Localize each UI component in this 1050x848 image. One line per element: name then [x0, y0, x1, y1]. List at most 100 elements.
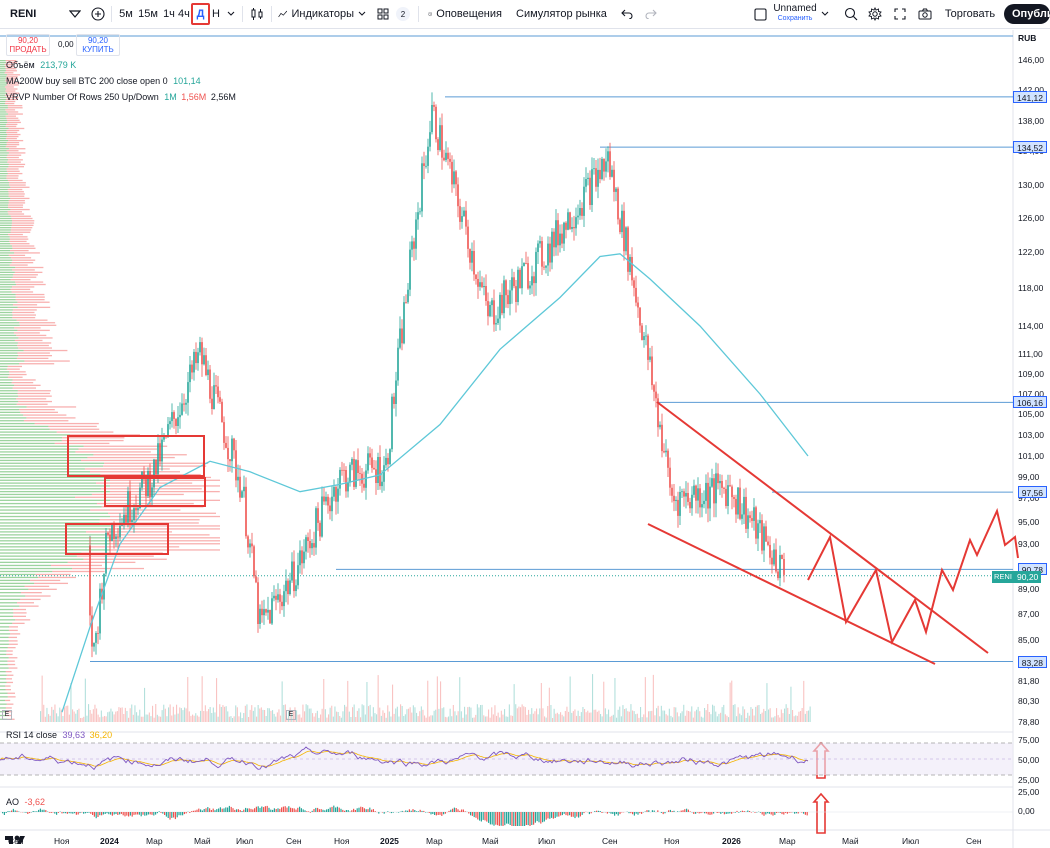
ao-bar	[259, 807, 261, 812]
ao-bar	[158, 811, 160, 812]
indicators-button[interactable]: Индикаторы	[278, 3, 354, 25]
vrvp-up-bar	[0, 561, 68, 564]
ma-legend-value: 101,14	[173, 76, 201, 86]
ao-bar	[534, 812, 536, 823]
settings-gear-icon[interactable]	[866, 3, 884, 25]
volume-bar	[411, 712, 413, 722]
vrvp-legend[interactable]: VRVP Number Of Rows 250 Up/Down 1M 1,56M…	[6, 92, 236, 102]
volume-legend[interactable]: Объём 213,79 K	[6, 60, 76, 70]
user-drawings[interactable]	[65, 401, 1019, 834]
alerts-button[interactable]: Оповещения	[428, 3, 502, 25]
volume-bar	[753, 715, 755, 722]
ao-bar	[93, 812, 95, 817]
vrvp-down-bar	[8, 166, 24, 168]
interval-1h[interactable]: 1ч	[160, 3, 178, 25]
time-tick: Май	[482, 836, 499, 846]
events-flag-icon[interactable]: E	[2, 710, 12, 720]
compare-add-icon[interactable]	[88, 3, 108, 25]
undo-icon[interactable]	[618, 3, 636, 25]
volume-bar	[478, 707, 480, 722]
volume-bar	[222, 705, 224, 722]
vrvp-down-bar	[49, 428, 100, 430]
volume-bar	[89, 710, 91, 722]
ao-bar	[599, 811, 601, 812]
rsi-legend[interactable]: RSI 14 close 39,63 36,20	[6, 730, 112, 740]
volume-bar	[264, 710, 266, 722]
channel-upper-line[interactable]	[656, 401, 989, 654]
volume-bar	[137, 715, 139, 722]
vrvp-down-bar	[8, 202, 26, 204]
redo-icon[interactable]	[642, 3, 660, 25]
candle-body	[367, 453, 369, 471]
channel-lower-line[interactable]	[647, 523, 936, 665]
trade-button[interactable]: Торговать	[944, 3, 996, 25]
ao-bar	[326, 809, 328, 812]
vrvp-up-bar	[0, 208, 11, 211]
vrvp-down-bar	[4, 64, 14, 66]
volume-bar	[468, 706, 470, 722]
candle-body	[313, 543, 315, 548]
volume-bar	[268, 708, 270, 722]
highlight-rectangle[interactable]	[67, 435, 205, 477]
ao-bar	[347, 810, 349, 812]
interval-15m[interactable]: 15м	[138, 3, 158, 25]
vrvp-up-bar	[0, 129, 7, 132]
chart-canvas[interactable]	[0, 30, 1050, 848]
quick-search-icon[interactable]	[842, 3, 860, 25]
publish-button[interactable]: Опубликовать	[1004, 4, 1050, 24]
chart-area[interactable]: 90,20 ПРОДАТЬ 0,00 90,20 КУПИТЬ Объём 21…	[0, 30, 1050, 848]
ao-bar	[608, 812, 610, 813]
fullscreen-icon[interactable]	[892, 3, 908, 25]
highlight-rectangle[interactable]	[65, 523, 169, 555]
vrvp-down-bar	[18, 400, 52, 403]
ao-legend[interactable]: AO -3,62	[6, 797, 45, 807]
vrvp-up-bar	[0, 605, 20, 607]
candle-body	[219, 397, 221, 402]
ao-bar	[234, 809, 236, 812]
sell-button[interactable]: 90,20 ПРОДАТЬ	[6, 34, 50, 56]
candles-type-icon[interactable]	[248, 3, 266, 25]
ma200w-path[interactable]	[61, 253, 809, 713]
layout-dropdown-icon[interactable]	[818, 3, 832, 25]
volume-bar	[288, 711, 290, 722]
tradingview-logo-icon[interactable]	[4, 834, 30, 846]
ao-bar	[281, 807, 283, 812]
vrvp-up-bar	[0, 66, 6, 68]
vrvp-down-bar	[8, 206, 23, 208]
buy-button[interactable]: 90,20 КУПИТЬ	[76, 34, 120, 56]
up-arrow-icon[interactable]	[812, 792, 830, 834]
interval-5m[interactable]: 5м	[116, 3, 136, 25]
volume-bar	[187, 677, 189, 722]
time-tick: Мар	[146, 836, 163, 846]
interval-week[interactable]: Н	[210, 3, 222, 25]
vrvp-down-bar	[104, 534, 210, 536]
projection-zigzag[interactable]	[807, 507, 1019, 645]
volume-bar	[524, 707, 526, 722]
volume-bar	[793, 716, 795, 722]
volume-bar	[555, 713, 557, 722]
snapshot-camera-icon[interactable]	[916, 3, 934, 25]
vrvp-down-bar	[38, 576, 76, 579]
events-flag-icon-2[interactable]: E	[286, 710, 296, 720]
volume-bar	[632, 710, 634, 722]
volume-bar	[441, 708, 443, 722]
vrvp-up-bar	[0, 137, 6, 140]
ma-legend[interactable]: MA200W buy sell BTC 200 close open 0 101…	[6, 76, 201, 86]
volume-bar	[150, 716, 152, 722]
layout-checkbox[interactable]	[752, 3, 768, 25]
highlight-rectangle[interactable]	[104, 477, 206, 507]
candle-body	[263, 609, 265, 616]
interval-4h[interactable]: 4ч	[178, 3, 192, 25]
vrvp-up-bar	[0, 107, 8, 109]
replay-button[interactable]: Симулятор рынка	[512, 3, 607, 25]
layouts-icon[interactable]	[374, 3, 392, 25]
layout-name-button[interactable]: Unnamed Сохранить	[772, 3, 818, 25]
interval-day[interactable]: Д	[191, 3, 210, 25]
ao-bar	[734, 812, 736, 813]
symbol-search[interactable]: RENI	[4, 3, 64, 25]
indicators-dropdown-icon[interactable]	[356, 3, 368, 25]
ao-bar	[750, 812, 752, 813]
interval-dropdown-icon[interactable]	[224, 3, 238, 25]
volume-bar	[350, 717, 352, 722]
symbol-menu-icon[interactable]	[66, 3, 84, 25]
